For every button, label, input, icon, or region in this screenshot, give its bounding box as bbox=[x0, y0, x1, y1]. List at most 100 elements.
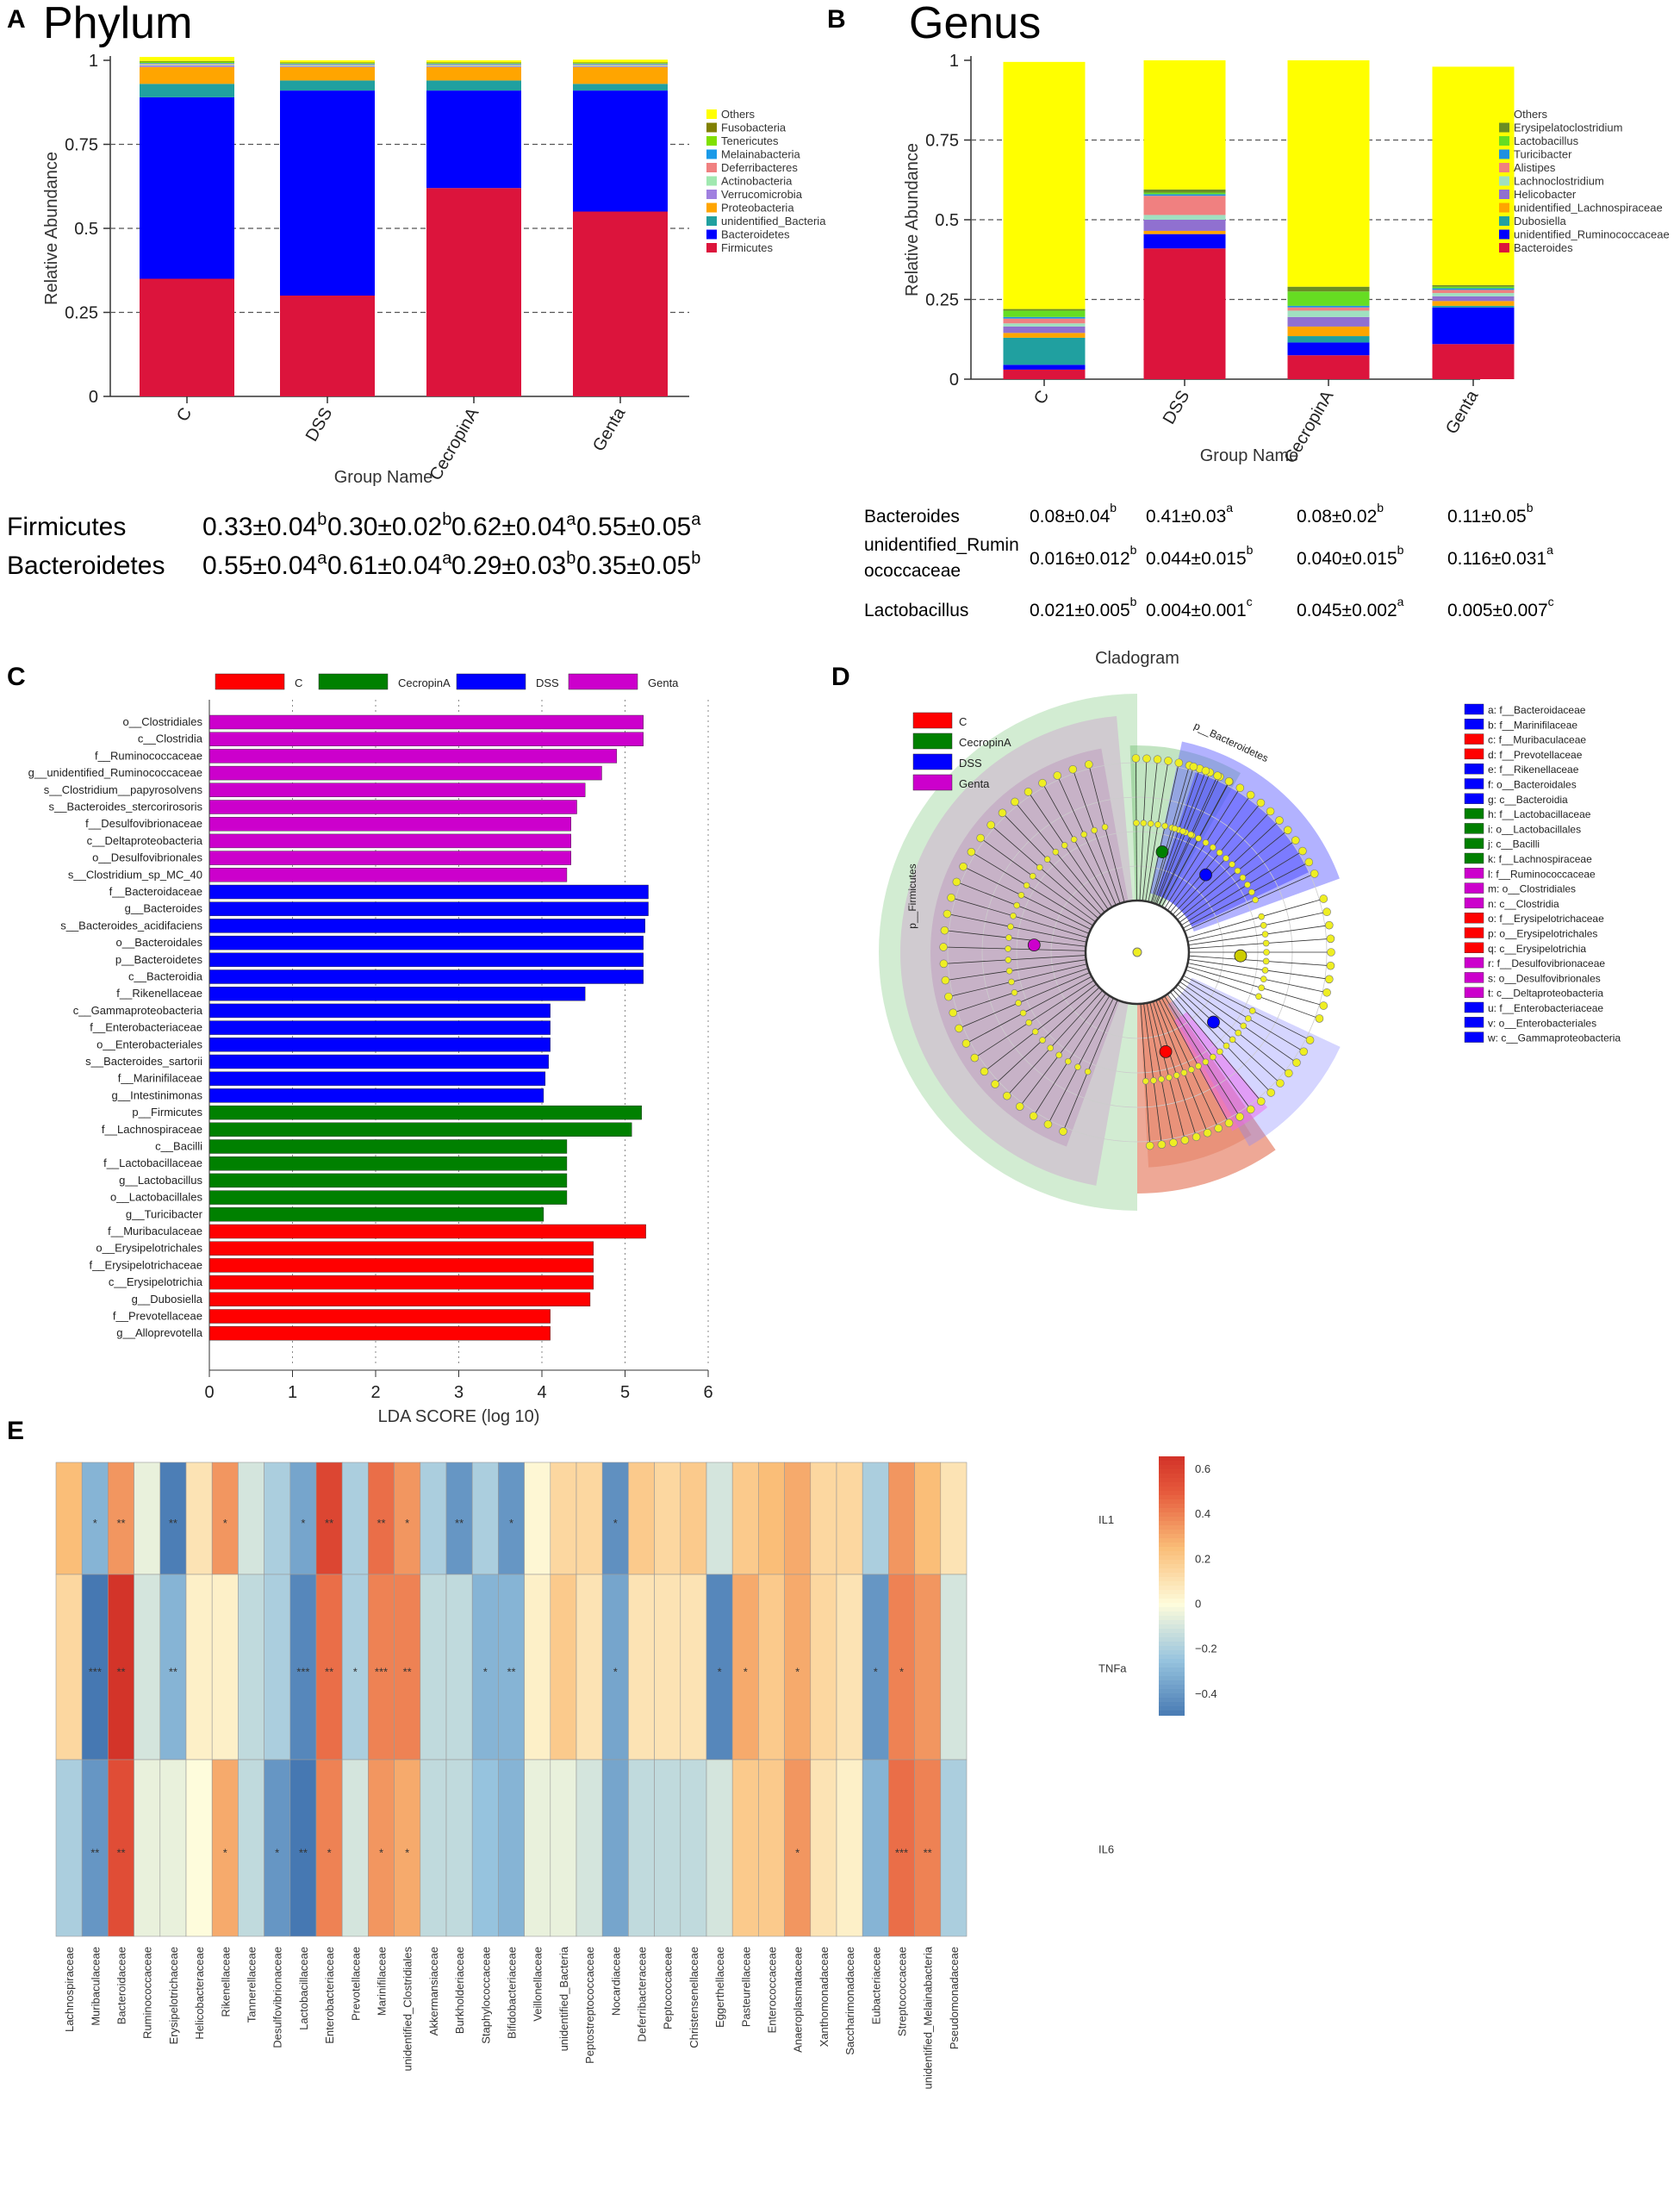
y-tick-label: 0.75 bbox=[65, 136, 98, 155]
clado-node bbox=[1223, 855, 1229, 862]
stat-value-a: 0.29±0.03b bbox=[451, 549, 576, 580]
lda-bar-label: g__Bacteroides bbox=[125, 902, 203, 915]
clado-leaf-node bbox=[1304, 857, 1314, 867]
legend-label: Fusobacteria bbox=[721, 122, 787, 134]
bar-segment-Bacteroidetes bbox=[280, 90, 375, 296]
clado-leaf-node bbox=[1153, 755, 1162, 764]
bar-segment-Tenericutes bbox=[573, 63, 668, 64]
heatmap-star: * bbox=[353, 1666, 358, 1679]
stat-name-b: Bacteroides bbox=[864, 507, 960, 527]
clado-node bbox=[1258, 984, 1265, 992]
lda-bar bbox=[208, 1071, 546, 1086]
colorbar-segment bbox=[1159, 1711, 1185, 1716]
heatmap-col-label: Lactobacillaceae bbox=[297, 1947, 310, 2030]
bar-segment-unidentified_Bacteria bbox=[426, 80, 521, 91]
lda-bar-label: p__Bacteroidetes bbox=[115, 953, 203, 966]
legend-label: Deferribacteres bbox=[721, 161, 798, 174]
clado-branch bbox=[962, 866, 1092, 930]
clado-node bbox=[1010, 913, 1017, 919]
heatmap-cell bbox=[550, 1574, 577, 1761]
lda-bar bbox=[208, 1139, 568, 1154]
clado-leaf-node bbox=[944, 992, 953, 1001]
bar-segment-Firmicutes bbox=[426, 188, 521, 396]
heatmap-col-label: Prevotellaceae bbox=[349, 1947, 362, 2021]
bar-segment-unidentified_Lachnospiraceae bbox=[1287, 326, 1370, 337]
heatmap-star: ** bbox=[507, 1666, 515, 1679]
legend-swatch bbox=[706, 190, 717, 199]
bar-segment-Others bbox=[1003, 61, 1086, 309]
legend-swatch bbox=[912, 753, 953, 770]
clado-node bbox=[1133, 820, 1140, 826]
legend-swatch bbox=[912, 732, 953, 750]
clado-node bbox=[1216, 849, 1223, 857]
legend-swatch bbox=[912, 712, 953, 729]
colorbar-segment bbox=[1159, 1702, 1185, 1707]
colorbar-segment bbox=[1159, 1698, 1185, 1703]
clado-leaf-node bbox=[1189, 762, 1198, 771]
clado-biomarker-node bbox=[1207, 1015, 1220, 1029]
lda-bar-label: c__Deltaproteobacteria bbox=[87, 834, 203, 847]
lda-bar bbox=[208, 782, 586, 797]
heatmap-col-label: Ruminococcaceae bbox=[141, 1947, 154, 2039]
bar-segment-Proteobacteria bbox=[140, 66, 234, 84]
sector-firmicutes bbox=[879, 694, 1137, 1211]
colorbar-segment bbox=[1159, 1646, 1185, 1651]
bar-segment-Fusobacteria bbox=[140, 60, 234, 62]
stat-value-b: 0.11±0.05b bbox=[1447, 501, 1534, 527]
clado-node bbox=[1147, 820, 1154, 827]
clado-branch bbox=[1159, 776, 1221, 906]
bar-segment-Lactobacillus bbox=[1287, 291, 1370, 306]
legend-swatch bbox=[1499, 176, 1509, 186]
heatmap-col-label: Streptococcaceae bbox=[896, 1947, 909, 2036]
panel-label-d: D bbox=[831, 663, 850, 691]
heatmap-cell bbox=[784, 1462, 812, 1575]
clado-node bbox=[1052, 848, 1060, 856]
colorbar-segment bbox=[1159, 1650, 1185, 1655]
clado-key-label: o: f__Erysipelotrichaceae bbox=[1488, 913, 1604, 925]
stat-value-a: 0.62±0.04a bbox=[451, 510, 576, 541]
bar-segment-Bacteroidetes bbox=[573, 90, 668, 212]
legend-label: CecropinA bbox=[959, 736, 1011, 749]
colorbar-segment bbox=[1159, 1629, 1185, 1634]
legend-swatch bbox=[706, 203, 717, 213]
clado-key-label: n: c__Clostridia bbox=[1488, 898, 1559, 910]
lda-bar bbox=[208, 800, 577, 814]
clado-node bbox=[1150, 1077, 1157, 1084]
x-axis-label: Group Name bbox=[334, 468, 433, 487]
heatmap-cell bbox=[784, 1759, 812, 1937]
clado-branch bbox=[1177, 984, 1290, 1074]
clado-branch bbox=[1143, 1003, 1162, 1145]
clado-branch bbox=[1145, 760, 1169, 901]
clado-leaf-node bbox=[1325, 975, 1334, 984]
heatmap-cell bbox=[108, 1462, 134, 1575]
heatmap-cell bbox=[524, 1574, 551, 1761]
clado-node bbox=[1005, 945, 1011, 952]
heatmap-cell bbox=[601, 1574, 629, 1761]
clado-branch bbox=[1048, 998, 1114, 1125]
heatmap-cell bbox=[914, 1759, 942, 1937]
lda-bar-label: o__Bacteroidales bbox=[116, 936, 203, 949]
bar-segment-Deferribacteres bbox=[140, 63, 234, 65]
legend-swatch bbox=[706, 176, 717, 186]
heatmap-star: * bbox=[613, 1666, 618, 1679]
lda-bar-label: g__Intestinimonas bbox=[111, 1088, 202, 1101]
clado-leaf-node bbox=[1003, 1091, 1011, 1100]
clado-key-label: f: o__Bacteroidales bbox=[1488, 779, 1577, 791]
legend-swatch bbox=[1499, 122, 1509, 133]
lda-bar-label: o__Clostridiales bbox=[123, 715, 203, 728]
legend-label: Tenericutes bbox=[721, 134, 779, 147]
legend-swatch bbox=[568, 673, 638, 690]
clado-branch bbox=[1184, 873, 1315, 932]
heatmap-cell bbox=[940, 1462, 968, 1575]
heatmap-star: ** bbox=[90, 1847, 99, 1860]
legend-swatch bbox=[706, 229, 717, 240]
bar-segment-Dubosiella bbox=[1432, 305, 1515, 308]
clado-key-label: j: c__Bacilli bbox=[1487, 838, 1540, 851]
stat-name-b: unidentified_Rumin bbox=[864, 535, 1019, 555]
colorbar-segment bbox=[1159, 1521, 1185, 1526]
legend-swatch bbox=[706, 149, 717, 159]
colorbar-segment bbox=[1159, 1655, 1185, 1660]
colorbar-segment bbox=[1159, 1620, 1185, 1625]
clado-key-swatch bbox=[1464, 778, 1484, 789]
clado-branch bbox=[1154, 770, 1206, 905]
